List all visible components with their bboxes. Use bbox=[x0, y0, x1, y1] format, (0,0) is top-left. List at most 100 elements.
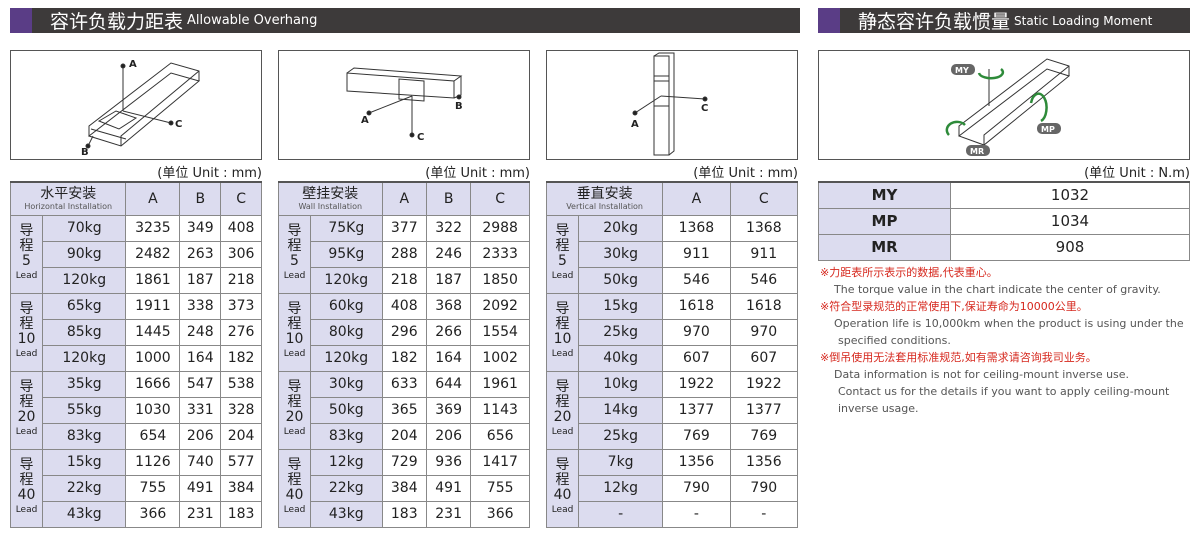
label-my: MY bbox=[955, 66, 969, 75]
lead-group-label: 导 程 40 Lead bbox=[10, 448, 43, 528]
overhang-value: 1356 bbox=[662, 448, 731, 476]
overhang-value: 182 bbox=[220, 344, 262, 372]
lead-label-en: Lead bbox=[283, 349, 306, 359]
column-header-a: A bbox=[662, 181, 731, 216]
overhang-value: 365 bbox=[381, 396, 427, 424]
unit-label: (单位 Unit : mm) bbox=[425, 166, 530, 181]
lead-label: 导 程 20 bbox=[553, 379, 572, 425]
lead-group-label: 导 程 20 Lead bbox=[546, 370, 579, 450]
overhang-value: 790 bbox=[729, 474, 799, 502]
overhang-value: 970 bbox=[662, 318, 731, 346]
overhang-value: 276 bbox=[220, 318, 262, 346]
overhang-value: 338 bbox=[179, 292, 222, 320]
lead-label: 导 程 5 bbox=[287, 223, 302, 269]
overhang-value: 187 bbox=[425, 266, 472, 294]
overhang-value: 656 bbox=[470, 422, 530, 450]
moment-value: 908 bbox=[950, 233, 1190, 261]
overhang-value: 491 bbox=[425, 474, 472, 502]
overhang-value: 1445 bbox=[125, 318, 181, 346]
label-mp: MP bbox=[1041, 125, 1055, 134]
note-zh: ※倒吊使用无法套用标准规范,如有需求请咨询我司业务。 bbox=[820, 351, 1097, 364]
install-type-header: 壁挂安装 Wall Installation bbox=[278, 181, 383, 216]
table-row: MP 1034 bbox=[818, 207, 1190, 235]
moment-key: MP bbox=[818, 207, 951, 235]
load-weight: 15kg bbox=[41, 448, 127, 476]
note-en: inverse usage. bbox=[838, 402, 919, 415]
load-weight: 95Kg bbox=[310, 240, 383, 268]
label-a: A bbox=[631, 119, 639, 130]
table-row: 30kg 911 911 bbox=[547, 240, 799, 268]
static-moment-header: 静态容许负载惯量 Static Loading Moment bbox=[818, 8, 1190, 33]
column-header-c: C bbox=[729, 181, 799, 216]
label-b: B bbox=[455, 101, 463, 112]
column-header-c: C bbox=[220, 181, 262, 216]
table-row: 导 程 10 Lead 65kg 1911 338 373 bbox=[10, 292, 262, 372]
load-weight: 50kg bbox=[577, 266, 664, 294]
overhang-value: 1666 bbox=[125, 370, 181, 398]
lead-label-en: Lead bbox=[15, 427, 38, 437]
table-row: 导 程 5 Lead 20kg 1368 1368 bbox=[546, 214, 799, 294]
table-row: 导 程 10 Lead 60kg 408 368 2092 bbox=[278, 292, 530, 372]
table-row: 43kg 366 231 183 bbox=[11, 500, 262, 528]
overhang-value: 1554 bbox=[470, 318, 530, 346]
overhang-value: 755 bbox=[470, 474, 530, 502]
overhang-value: 183 bbox=[220, 500, 262, 528]
load-weight: 55kg bbox=[41, 396, 127, 424]
vertical-diagram: A C bbox=[546, 50, 798, 160]
overhang-value: 349 bbox=[179, 214, 222, 242]
overhang-value: 1126 bbox=[125, 448, 181, 476]
load-weight: 83kg bbox=[41, 422, 127, 450]
load-weight: 30kg bbox=[577, 240, 664, 268]
lead-label-en: Lead bbox=[551, 505, 574, 515]
overhang-value: 306 bbox=[220, 240, 262, 268]
table-row: 120kg 182 164 1002 bbox=[279, 344, 530, 372]
note-zh: ※力距表所示表示的数据,代表重心。 bbox=[820, 266, 998, 279]
install-type-en: Horizontal Installation bbox=[24, 201, 113, 211]
lead-label: 导 程 10 bbox=[17, 301, 36, 347]
load-weight: 40kg bbox=[577, 344, 664, 372]
overhang-value: 633 bbox=[381, 370, 427, 398]
install-type-header: 垂直安装 Vertical Installation bbox=[545, 181, 664, 216]
load-weight: 43kg bbox=[310, 500, 383, 528]
load-weight: 35kg bbox=[41, 370, 127, 398]
lead-group-label: 导 程 20 Lead bbox=[10, 370, 43, 450]
overhang-value: 322 bbox=[425, 214, 472, 242]
header-title-zh: 容许负载力距表 bbox=[50, 11, 184, 33]
overhang-value: 1417 bbox=[470, 448, 530, 476]
overhang-value: 369 bbox=[425, 396, 472, 424]
overhang-value: 790 bbox=[662, 474, 731, 502]
allowable-overhang-header: 容许负载力距表 Allowable Overhang bbox=[10, 8, 800, 33]
load-weight: 15kg bbox=[577, 292, 664, 320]
overhang-value: 729 bbox=[381, 448, 427, 476]
overhang-value: 740 bbox=[179, 448, 222, 476]
overhang-value: 266 bbox=[425, 318, 472, 346]
horizontal-table: 水平安装 Horizontal Installation A B C 导 程 5 Lead 7… bbox=[9, 181, 262, 528]
lead-label-en: Lead bbox=[283, 427, 306, 437]
load-weight: 10kg bbox=[577, 370, 664, 398]
header-title-zh: 静态容许负载惯量 bbox=[858, 11, 1011, 33]
table-row: 导 程 40 Lead 7kg 1356 1356 bbox=[546, 448, 799, 528]
overhang-value: 654 bbox=[125, 422, 181, 450]
column-header-a: A bbox=[381, 181, 427, 216]
overhang-value: 328 bbox=[220, 396, 262, 424]
label-c: C bbox=[175, 119, 182, 130]
overhang-value: 296 bbox=[381, 318, 427, 346]
overhang-value: 231 bbox=[425, 500, 472, 528]
moment-diagram: MY MP MR bbox=[818, 50, 1190, 160]
note-en: specified conditions. bbox=[838, 334, 951, 347]
overhang-value: 546 bbox=[662, 266, 731, 294]
table-row: MR 908 bbox=[818, 233, 1190, 261]
lead-label-en: Lead bbox=[15, 349, 38, 359]
overhang-value: - bbox=[662, 500, 731, 528]
table-row: --- bbox=[547, 500, 799, 528]
table-row: 导 程 5 Lead 75Kg 377 322 2988 bbox=[278, 214, 530, 294]
overhang-value: 1850 bbox=[470, 266, 530, 294]
header-row: 水平安装 Horizontal Installation A B C bbox=[9, 181, 262, 216]
overhang-value: 1143 bbox=[470, 396, 530, 424]
overhang-value: 248 bbox=[179, 318, 222, 346]
load-weight: 120kg bbox=[310, 344, 383, 372]
load-weight: 90kg bbox=[41, 240, 127, 268]
lead-label: 导 程 5 bbox=[555, 223, 570, 269]
overhang-value: 755 bbox=[125, 474, 181, 502]
moment-key: MY bbox=[818, 181, 951, 209]
